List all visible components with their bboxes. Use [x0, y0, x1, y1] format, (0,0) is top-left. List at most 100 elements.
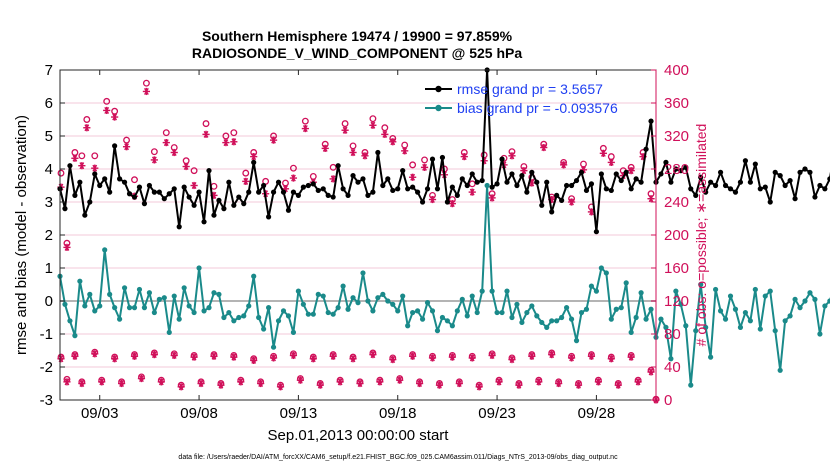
obs-assimilated-marker [250, 153, 258, 161]
right-y-tick-label: 80 [664, 326, 681, 343]
bias-point [489, 288, 495, 294]
bias-point [708, 354, 714, 360]
rmse-point [196, 189, 202, 195]
rmse-point [638, 179, 644, 185]
obs-assimilated-marker [329, 352, 337, 360]
obs-assimilated-marker [356, 379, 364, 388]
obs-assimilated-marker [594, 378, 602, 386]
footer-data-file: data file: /Users/raeder/DAI/ATM_forcXX/… [178, 454, 618, 461]
obs-assimilated-marker [142, 87, 151, 96]
bias-point [454, 308, 460, 314]
rmse-point [628, 186, 634, 192]
obs-assimilated-marker [607, 158, 615, 166]
bias-point [559, 314, 565, 321]
obs-assimilated-marker [111, 355, 119, 363]
bias-point [424, 300, 431, 306]
obs-possible-marker [230, 129, 238, 137]
x-tick-label: 09/23 [478, 405, 516, 422]
obs-assimilated-marker [420, 163, 429, 171]
obs-possible-marker [580, 160, 587, 168]
bias-point [703, 324, 709, 330]
rmse-point [444, 199, 450, 205]
bias-series-layer [57, 182, 830, 388]
bias-point [623, 280, 629, 286]
bias-point [792, 296, 798, 302]
rmse-point [598, 171, 604, 177]
bias-point [370, 308, 376, 314]
bias-point [226, 309, 232, 316]
rmse-point [320, 186, 326, 192]
obs-possible-marker [123, 136, 131, 144]
bias-point [797, 305, 803, 311]
left-y-tick-label: 3 [45, 194, 53, 211]
bias-point [544, 324, 550, 330]
rmse-point [549, 209, 555, 215]
rmse-point [270, 189, 277, 195]
rmse-point [807, 169, 813, 175]
right-y-tick-label: 40 [664, 359, 681, 376]
bias-point [186, 303, 192, 309]
obs-assimilated-marker [289, 351, 298, 360]
rmse-point [360, 176, 366, 182]
bias-point [410, 309, 416, 316]
obs-assimilated-marker [508, 152, 516, 160]
obs-assimilated-marker [117, 379, 126, 388]
rmse-point [72, 192, 78, 198]
rmse-point [593, 229, 600, 235]
obs-assimilated-marker [222, 139, 230, 147]
rmse-point [395, 186, 401, 192]
bias-point [201, 308, 207, 314]
rmse-point [385, 176, 391, 182]
bias-point [529, 303, 535, 309]
obs-assimilated-marker [349, 355, 357, 363]
obs-assimilated-marker [182, 162, 190, 171]
obs-assimilated-marker [389, 355, 397, 364]
right-y-tick-label: 400 [664, 62, 689, 79]
obs-assimilated-marker [150, 156, 158, 164]
obs-assimilated-marker [78, 379, 86, 388]
obs-assimilated-marker [369, 351, 377, 359]
rmse-point [578, 169, 585, 175]
obs-assimilated-marker [103, 106, 111, 115]
rmse-point [350, 173, 356, 179]
obs-assimilated-marker [455, 379, 463, 388]
rmse-point [176, 224, 182, 230]
obs-assimilated-marker [508, 355, 516, 364]
rmse-point [802, 166, 808, 172]
obs-assimilated-marker [627, 167, 635, 175]
rmse-point [648, 118, 654, 124]
obs-assimilated-marker [237, 378, 245, 386]
obs-assimilated-marker [515, 381, 523, 389]
bias-point [484, 182, 490, 189]
bias-point [355, 300, 361, 306]
bias-point [251, 273, 257, 279]
bias-point [717, 308, 724, 314]
right-y-tick-label: 280 [664, 161, 689, 178]
obs-possible-marker [289, 164, 297, 172]
rmse-point [117, 176, 123, 182]
rmse-point [732, 189, 739, 195]
obs-assimilated-marker [230, 353, 238, 361]
obs-possible-marker [242, 169, 250, 177]
bias-point [663, 324, 669, 330]
rmse-point [623, 169, 629, 175]
obs-assimilated-marker [468, 188, 476, 196]
left-y-tick-label: 2 [45, 227, 53, 244]
bias-point [67, 318, 73, 324]
bias-point [469, 293, 475, 299]
bias-point [305, 311, 311, 317]
rmse-point [201, 219, 207, 225]
rmse-point [82, 212, 88, 218]
rmse-point [499, 156, 505, 162]
obs-assimilated-marker [428, 354, 437, 362]
bias-point [678, 301, 684, 307]
bias-point [330, 311, 336, 317]
bias-point [320, 293, 326, 299]
obs-assimilated-marker [321, 144, 329, 152]
rmse-point [221, 206, 227, 212]
rmse-point [822, 186, 828, 192]
rmse-point [708, 179, 714, 185]
rmse-point [703, 189, 709, 195]
rmse-point [146, 182, 152, 189]
